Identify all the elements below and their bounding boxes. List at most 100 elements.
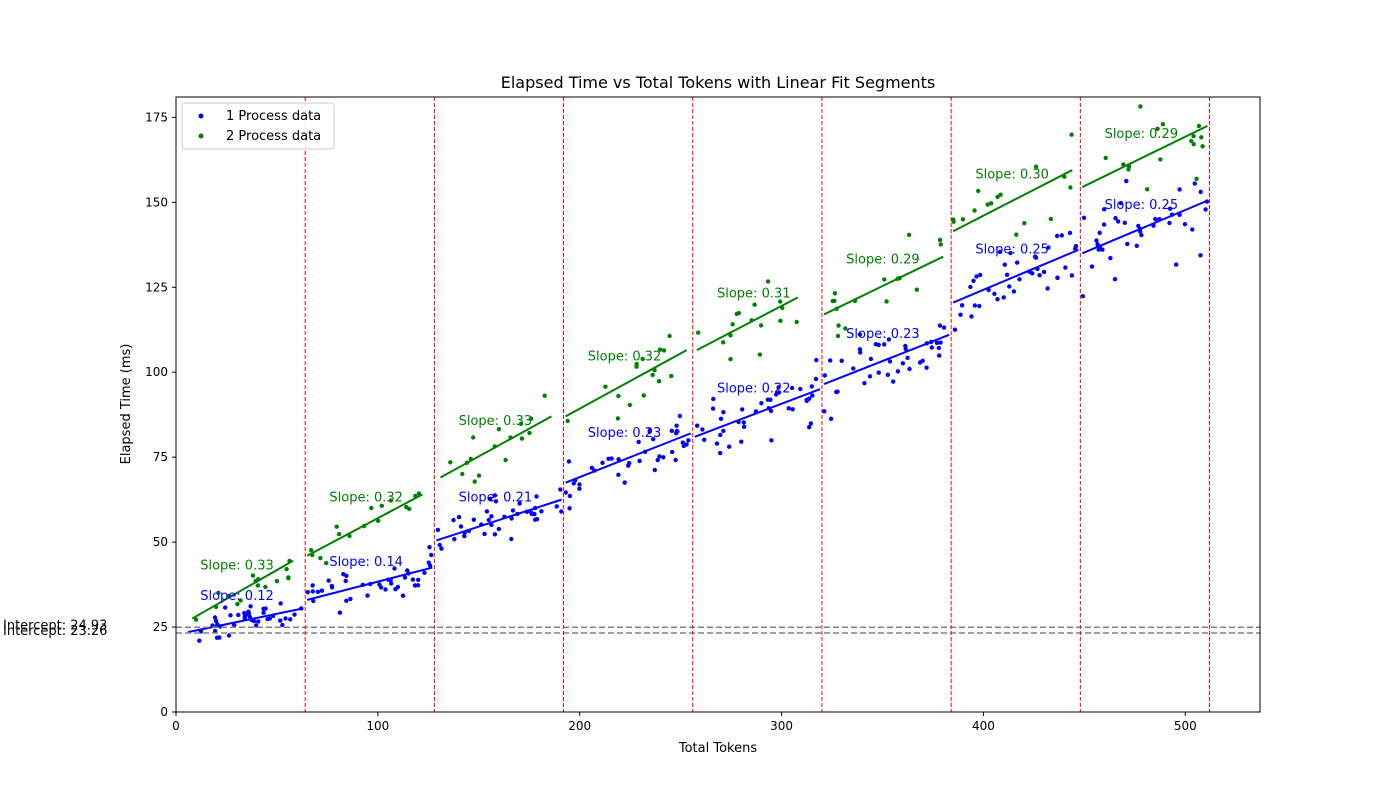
process1-data-point: [905, 355, 910, 360]
process1-data-point: [1136, 223, 1141, 229]
process1-data-point: [868, 356, 874, 362]
process1-data-point: [393, 587, 398, 592]
process1-data-point: [1063, 265, 1068, 270]
process2-data-point: [937, 237, 943, 243]
process1-data-point: [891, 379, 896, 384]
process1-data-point: [492, 532, 498, 537]
process1-data-point: [558, 487, 563, 492]
process1-data-point: [451, 517, 456, 523]
process2-data-point: [830, 298, 835, 304]
process1-data-point: [1203, 207, 1208, 212]
process2-fit-line-8: [1081, 124, 1208, 188]
intercept-label: Intercept: 23.26: [3, 624, 107, 639]
process2-data-point: [527, 430, 532, 436]
process1-data-point: [669, 428, 674, 433]
process2-data-point: [471, 435, 476, 440]
process1-data-point: [903, 346, 908, 352]
legend-entry-label: 1 Process data: [226, 109, 321, 124]
process2-data-point: [404, 504, 409, 510]
process1-slope-label: Slope: 0.14: [329, 555, 403, 570]
process1-data-point: [1045, 286, 1050, 291]
process2-data-point: [794, 319, 799, 325]
process1-data-point: [311, 598, 316, 604]
x-tick-label: 200: [568, 719, 591, 733]
process1-data-point: [670, 449, 675, 455]
process1-data-point: [808, 421, 814, 426]
process1-data-point: [509, 516, 514, 521]
process2-data-point: [752, 302, 757, 307]
process1-data-point: [959, 303, 965, 308]
y-tick-label: 125: [145, 280, 168, 294]
process2-data-point: [238, 598, 243, 603]
process2-slope-label: Slope: 0.31: [717, 286, 791, 301]
process1-data-point: [627, 460, 632, 466]
plot-inner: [176, 97, 1260, 712]
process1-data-point: [493, 499, 499, 504]
process1-data-point: [197, 638, 202, 643]
process2-fit-line-4: [565, 349, 688, 418]
process1-data-point: [416, 577, 421, 582]
process1-data-point: [1001, 295, 1006, 300]
x-tick-label: 0: [172, 719, 180, 733]
process2-slope-label: Slope: 0.33: [200, 558, 274, 573]
process1-data-point: [256, 619, 261, 624]
legend-marker-2: [198, 133, 204, 139]
process1-data-point: [809, 384, 814, 389]
process1-data-point: [567, 506, 572, 511]
process2-data-point: [1126, 167, 1131, 172]
process1-data-point: [857, 347, 863, 352]
process1-data-point: [1102, 207, 1107, 212]
process2-data-point: [1138, 104, 1143, 109]
process1-data-point: [1182, 222, 1188, 227]
process1-data-point: [254, 623, 259, 628]
process2-data-point: [503, 457, 508, 463]
process2-data-point: [616, 393, 621, 399]
process1-data-point: [1192, 181, 1198, 186]
process2-data-point: [324, 560, 329, 566]
process1-data-point: [452, 537, 457, 542]
process1-data-point: [1113, 216, 1118, 221]
process2-data-point: [1199, 135, 1204, 140]
process1-data-point: [439, 546, 444, 551]
process1-slope-label: Slope: 0.25: [975, 242, 1049, 257]
process1-data-point: [326, 578, 331, 583]
process1-data-point: [1011, 289, 1017, 294]
process1-data-point: [971, 278, 976, 283]
process1-slope-label: Slope: 0.25: [1105, 198, 1179, 213]
legend-box: [181, 102, 335, 150]
process2-fit-line-1: [191, 559, 294, 620]
process1-slope-label: Slope: 0.23: [588, 426, 662, 441]
process1-data-point: [226, 633, 232, 638]
process1-data-point: [292, 612, 297, 617]
y-tick-label: 50: [153, 535, 168, 549]
process1-data-point: [718, 432, 723, 438]
process1-data-point: [1153, 216, 1158, 222]
process1-data-point: [887, 359, 893, 364]
process2-data-point: [765, 279, 771, 284]
process1-slope-label: Slope: 0.23: [846, 327, 920, 342]
process2-data-point: [1048, 216, 1054, 222]
process2-data-point: [309, 548, 314, 553]
process1-data-point: [1030, 271, 1035, 276]
process1-data-point: [652, 467, 657, 473]
process1-data-point: [873, 342, 878, 347]
process1-data-point: [1198, 253, 1203, 258]
process2-data-point: [836, 323, 841, 328]
process1-data-point: [1037, 273, 1042, 278]
x-tick-label: 100: [366, 719, 389, 733]
process1-data-point: [329, 585, 335, 590]
process1-data-point: [563, 490, 568, 495]
process1-data-point: [885, 372, 890, 377]
process1-data-point: [261, 610, 266, 615]
process1-data-point: [1041, 269, 1047, 275]
process2-data-point: [603, 384, 608, 389]
process1-data-point: [400, 593, 406, 598]
process2-data-point: [758, 323, 764, 328]
process2-slope-label: Slope: 0.30: [975, 168, 1049, 183]
process2-fit-line-5: [696, 296, 799, 352]
process2-data-point: [757, 352, 763, 357]
process1-data-point: [740, 407, 745, 412]
process2-data-point: [1033, 164, 1039, 169]
process1-data-point: [636, 439, 641, 445]
